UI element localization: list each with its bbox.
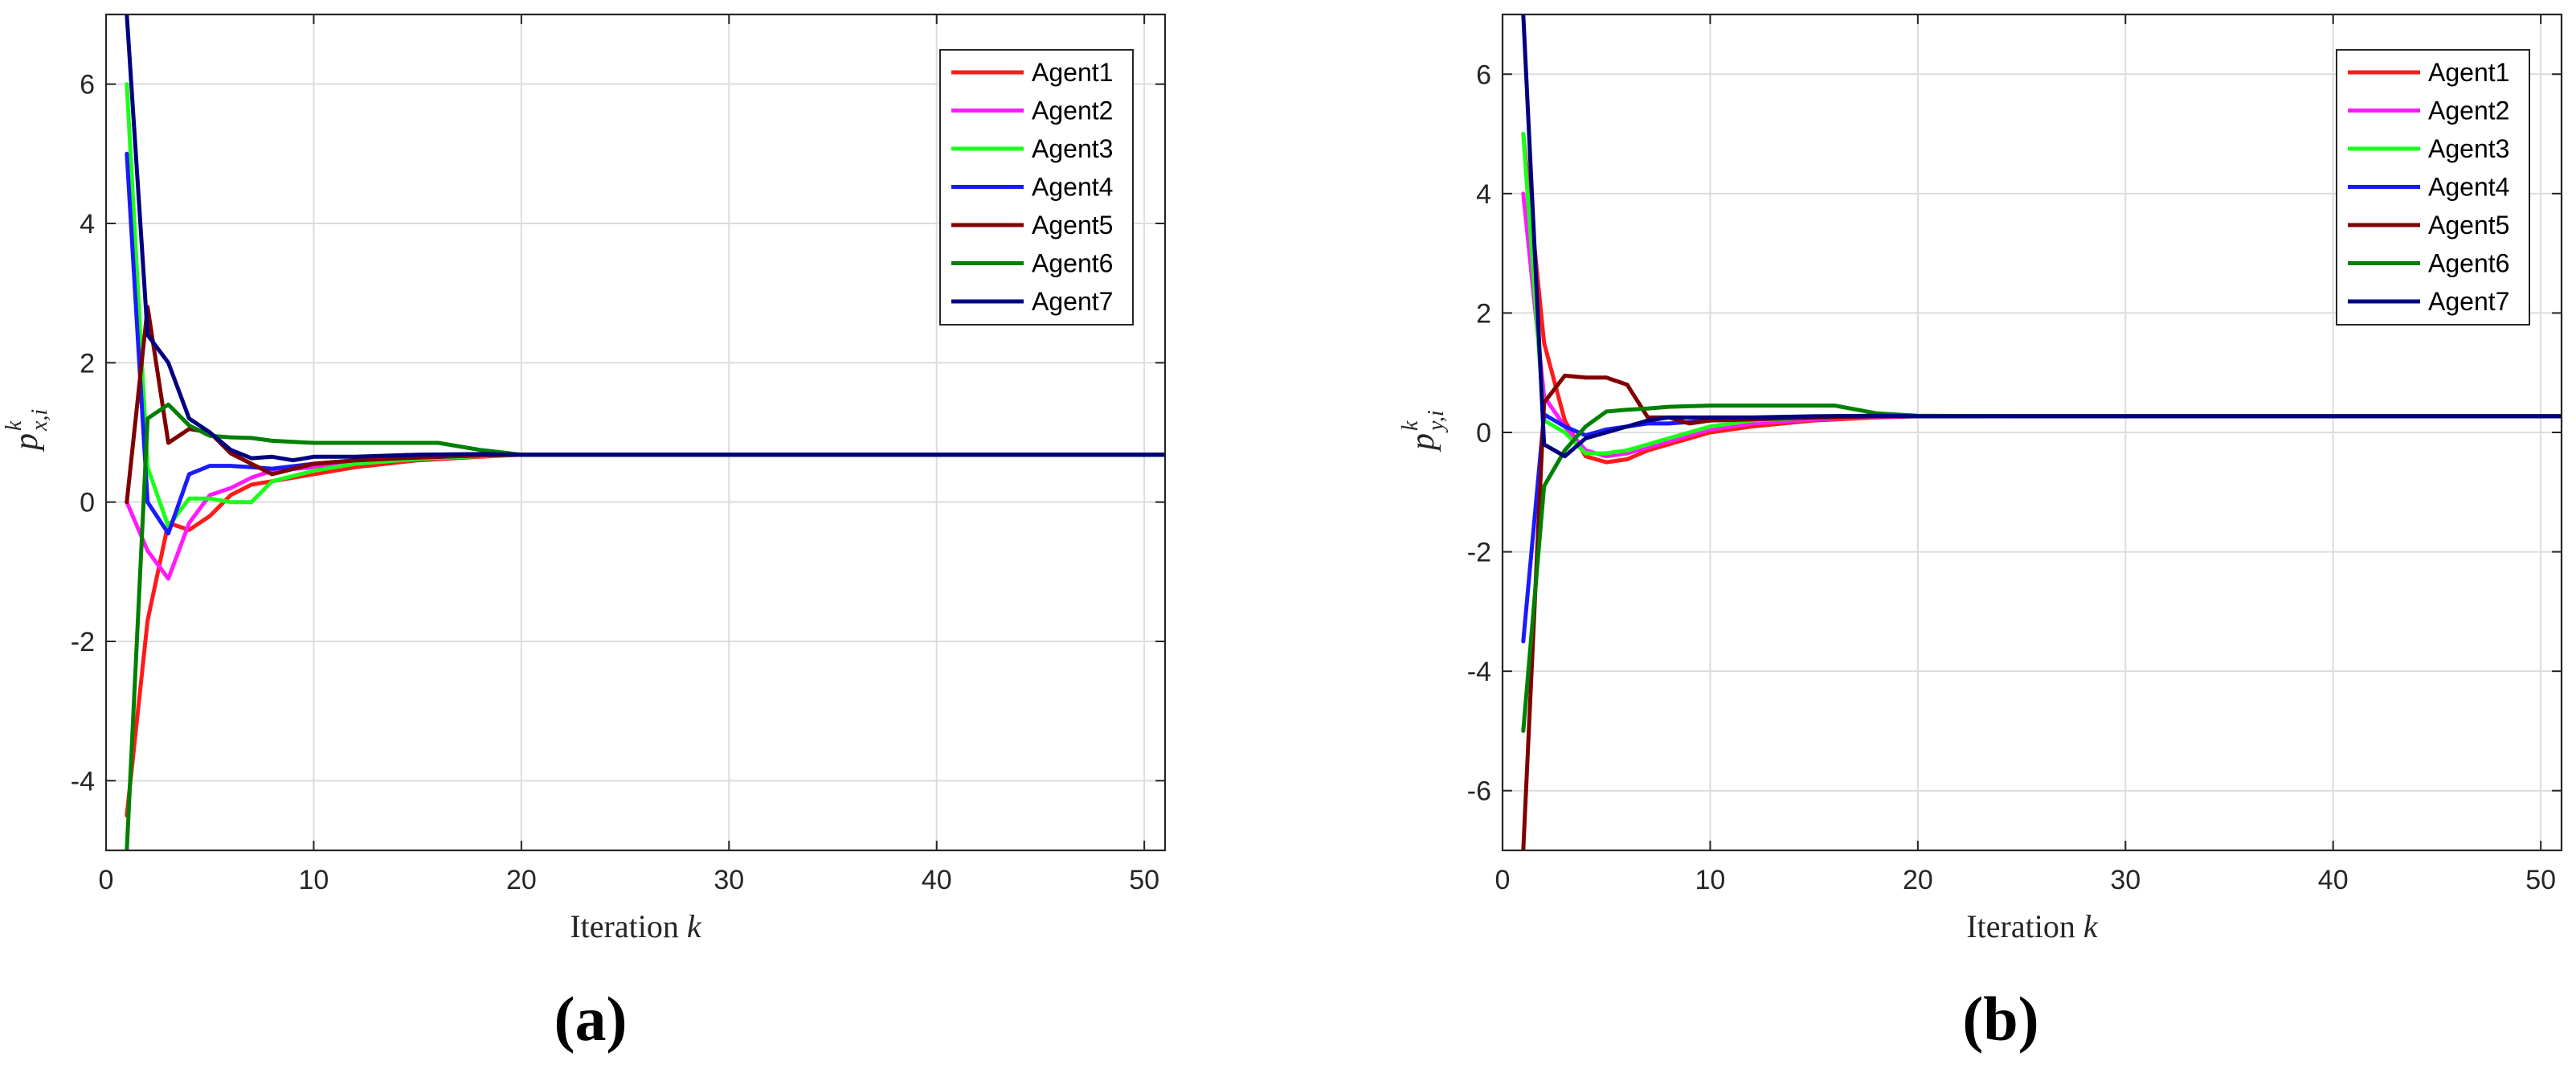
legend-entry: Agent2 [2428,96,2509,125]
y-tick-label: 0 [1476,418,1491,448]
y-tick-label: 0 [80,488,95,518]
x-axis-label: Iteration k [570,908,702,944]
y-axis-label-sub: x,i [27,409,52,432]
y-axis-label: pk x,i [2,409,52,453]
series-group [1521,14,2562,850]
legend-entry: Agent7 [1032,287,1113,316]
x-tick-label: 40 [2318,865,2349,895]
y-axis-label-main: p [8,433,45,453]
y-tick-label: 6 [1476,59,1491,90]
x-tick-label: 40 [922,865,952,895]
x-tick-label: 30 [2110,865,2141,895]
legend: Agent1 Agent2 Agent3 Agent4 Agent5 Agent6 Agen… [939,49,1134,326]
legend-entry: Agent2 [1032,96,1113,125]
series-line-agent6 [1521,403,2562,733]
legend: Agent1 Agent2 Agent3 Agent4 Agent5 Agent6 Agen… [2336,49,2530,326]
plot-area-frame [104,13,1167,852]
legend-entry: Agent1 [1032,58,1113,87]
legend-entry: Agent7 [2428,287,2509,316]
x-tick-label: 50 [2525,865,2556,895]
series-line-agent4 [1521,412,2562,644]
y-tick-label: -4 [1467,657,1491,687]
series-line-agent7 [1521,14,2562,459]
panel-label: (a) [554,984,628,1054]
plot-area-frame [1501,13,2563,852]
x-tick-label: 0 [1495,865,1511,895]
x-tick-label: 50 [1129,865,1159,895]
y-tick-label: 2 [1476,298,1491,329]
y-tick-label: 4 [1476,179,1491,210]
y-axis-label-main: p [1405,433,1441,453]
series-line-agent7 [125,14,1165,463]
y-axis-label-sub: y,i [1424,410,1449,433]
series-group [125,14,1165,850]
x-tick-label: 20 [1903,865,1933,895]
panel-label: (b) [1962,984,2038,1054]
legend-entry: Agent6 [1032,249,1113,278]
legend-entry: Agent5 [1032,211,1113,240]
series-line-agent5 [125,305,1165,505]
legend-entry: Agent4 [2428,173,2509,202]
y-tick-label: -6 [1467,776,1491,807]
y-tick-label: 2 [80,348,95,379]
x-tick-label: 10 [299,865,329,895]
y-tick-label: -2 [1467,538,1491,568]
x-axis-label-text: Iteration [570,908,687,944]
y-tick-label: -2 [71,627,95,657]
y-axis-label-sup: k [1398,420,1423,431]
legend-entry: Agent1 [2428,58,2509,87]
x-axis-label: Iteration k [1966,908,2099,944]
y-axis-label-sup: k [2,420,27,431]
legend-entry: Agent6 [2428,249,2509,278]
series-line-agent1 [125,453,1165,818]
y-tick-label: 4 [80,209,95,240]
x-tick-label: 0 [99,865,114,895]
legend-entry: Agent5 [2428,211,2509,240]
x-tick-label: 30 [714,865,744,895]
x-tick-label: 10 [1695,865,1726,895]
x-axis-label-text: Iteration [1966,908,2083,944]
x-axis-label-variable: k [687,908,702,944]
legend-entry: Agent3 [1032,134,1113,163]
series-line-agent5 [1521,373,2562,850]
legend-entry: Agent3 [2428,134,2509,163]
legend-entry: Agent4 [1032,173,1113,202]
x-axis-label-variable: k [2083,908,2099,944]
y-tick-label: 6 [80,70,95,100]
x-tick-label: 20 [506,865,537,895]
y-axis-label: pk y,i [1398,410,1449,453]
y-tick-label: -4 [71,766,95,797]
